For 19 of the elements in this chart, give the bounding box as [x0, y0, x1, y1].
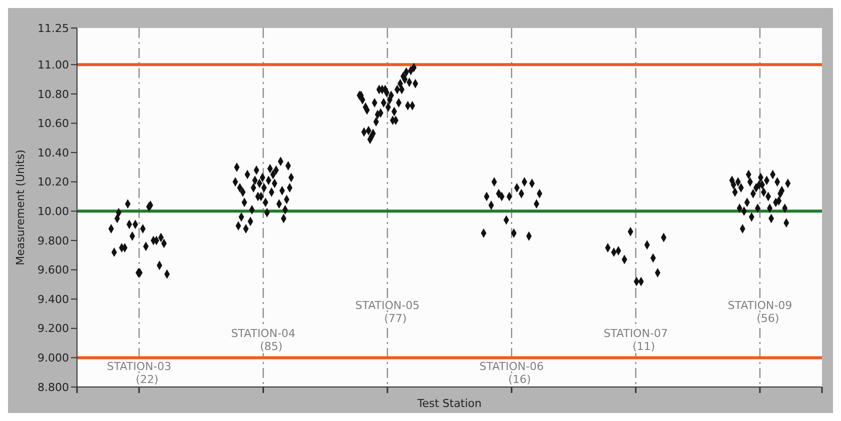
y-axis-title: Measurement (Units): [14, 150, 27, 266]
annotation: STATION-05 (77): [355, 299, 420, 325]
annotation: STATION-09 (56): [728, 299, 792, 325]
x-axis-title: Test Station: [416, 397, 482, 410]
y-tick-label: 9.800: [38, 234, 69, 248]
y-tick-label: 10.00: [38, 205, 69, 218]
y-tick-label: 10.80: [38, 88, 69, 101]
annotation: STATION-03 (22): [106, 360, 172, 386]
y-tick-label: 9.000: [38, 352, 69, 365]
y-tick-label: 8.800: [38, 380, 69, 394]
y-tick-label: 10.20: [38, 176, 69, 189]
y-tick-label: 9.400: [38, 292, 69, 306]
y-tick-label: 9.200: [38, 322, 69, 336]
y-tick-label: 10.60: [38, 117, 69, 130]
y-tick-label: 11.25: [38, 22, 69, 35]
annotation: STATION-06 (16): [479, 360, 544, 386]
y-tick-label: 11.00: [38, 58, 69, 72]
y-tick-label: 10.40: [38, 146, 69, 160]
y-tick-label: 9.600: [38, 264, 69, 277]
